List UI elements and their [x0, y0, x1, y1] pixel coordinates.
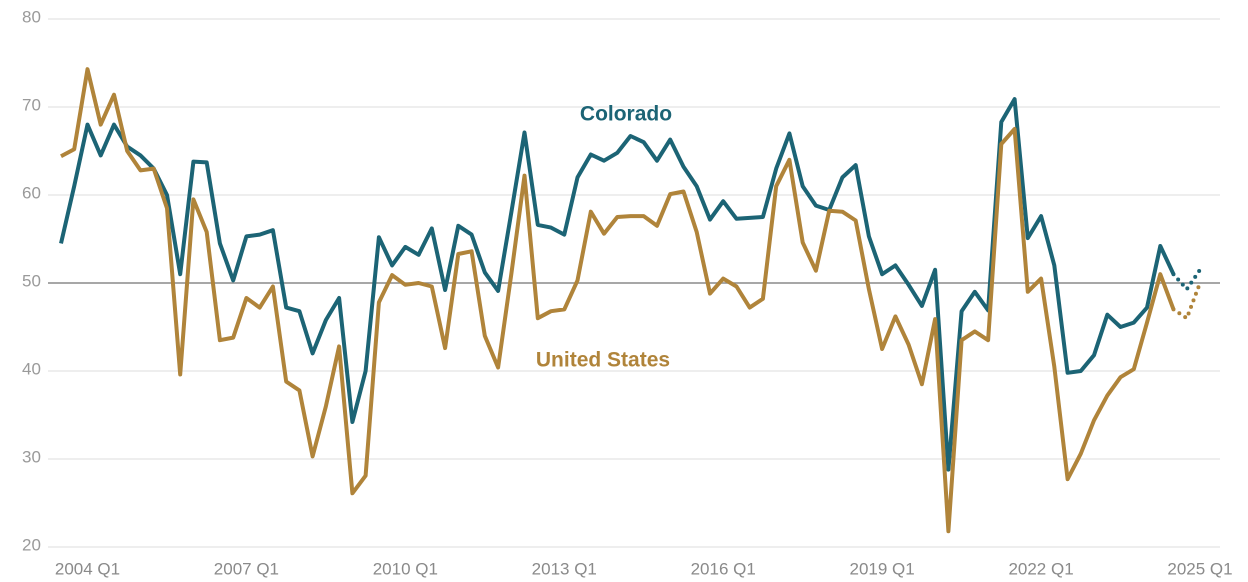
y-tick-label: 70	[22, 95, 41, 114]
series-label: Colorado	[580, 103, 672, 126]
x-tick-label: 2025 Q1	[1167, 559, 1232, 578]
series-line	[60, 67, 1176, 534]
x-tick-label: 2013 Q1	[532, 559, 597, 578]
series-label: United States	[536, 349, 670, 372]
x-tick-label: 2004 Q1	[55, 559, 120, 578]
y-tick-label: 20	[22, 535, 41, 554]
x-tick-label: 2010 Q1	[373, 559, 438, 578]
y-tick-label: 30	[22, 447, 41, 466]
projected-line	[1171, 281, 1202, 321]
x-tick-label: 2019 Q1	[850, 559, 915, 578]
y-tick-label: 50	[22, 271, 41, 290]
x-tick-label: 2007 Q1	[214, 559, 279, 578]
x-tick-label: 2016 Q1	[691, 559, 756, 578]
y-tick-label: 80	[22, 7, 41, 26]
projected-line	[1171, 267, 1202, 292]
y-tick-label: 60	[22, 183, 41, 202]
series-line	[59, 97, 1176, 472]
x-tick-label: 2022 Q1	[1008, 559, 1073, 578]
y-tick-label: 40	[22, 359, 41, 378]
